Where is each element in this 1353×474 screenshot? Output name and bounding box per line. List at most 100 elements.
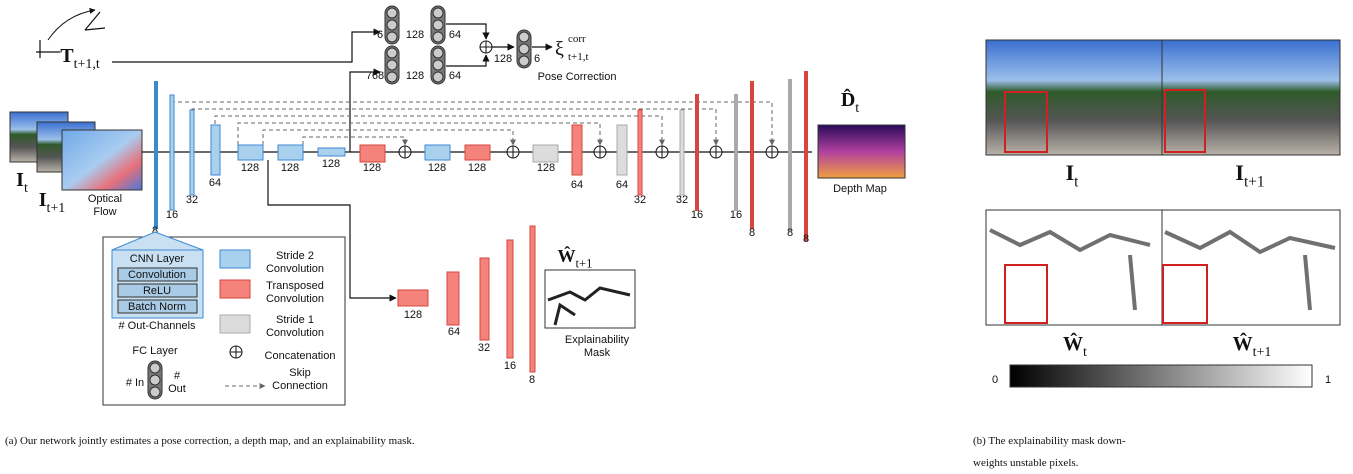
layer	[680, 110, 684, 195]
layer	[190, 110, 194, 195]
layer	[572, 125, 582, 175]
label: 8	[803, 233, 809, 245]
label: Explainability	[565, 334, 630, 346]
label: Batch Norm	[128, 301, 186, 313]
label: 128	[468, 162, 486, 174]
math-symbol: It+1	[39, 189, 66, 216]
layer	[425, 145, 450, 160]
caption: (b) The explainability mask down-	[973, 435, 1126, 447]
label: 768	[366, 70, 384, 82]
label: FC Layer	[132, 345, 178, 357]
label: 128	[537, 162, 555, 174]
photo	[986, 40, 1162, 155]
label: Convolution	[266, 327, 324, 339]
layer	[465, 145, 490, 160]
fc-neuron	[387, 20, 397, 30]
caption: (a) Our network jointly estimates a pose…	[5, 435, 415, 447]
label: 1	[1325, 374, 1331, 386]
label: 128	[404, 309, 422, 321]
layer	[360, 145, 385, 162]
symbol: I	[1066, 160, 1075, 185]
label: Stride 1	[276, 314, 314, 326]
mask-image	[545, 270, 635, 328]
layer	[155, 82, 157, 228]
symbol: Ŵ	[1233, 331, 1253, 355]
symbol: I	[39, 189, 47, 211]
fc-neuron	[433, 48, 443, 58]
label: Out	[168, 383, 186, 395]
fc-neuron	[387, 48, 397, 58]
label: 64	[449, 70, 461, 82]
label: 32	[478, 342, 490, 354]
math-symbol: Ŵt	[1063, 331, 1087, 360]
layer	[805, 72, 807, 240]
label: 8	[787, 227, 793, 239]
fc-neuron	[433, 20, 443, 30]
connector	[303, 137, 405, 145]
fc-neuron	[150, 387, 160, 397]
mask-image	[1162, 210, 1340, 325]
label: Transposed	[266, 280, 324, 292]
symbol: I	[1235, 160, 1244, 185]
layer	[318, 148, 345, 156]
symbol: ξ	[555, 38, 564, 60]
label: 16	[691, 209, 703, 221]
layer	[530, 226, 535, 372]
label: 128	[494, 53, 512, 65]
layer	[211, 125, 220, 175]
subscript: t+1,t	[74, 57, 100, 72]
fc-neuron	[387, 8, 397, 18]
label: 8	[529, 374, 535, 386]
superscript: corr	[568, 33, 586, 45]
math-symbol: Ŵt+1	[558, 245, 593, 270]
subscript: t+1	[1244, 174, 1265, 191]
connector	[192, 109, 716, 145]
symbol: I	[16, 169, 24, 191]
layer	[398, 290, 428, 306]
label: 32	[634, 194, 646, 206]
layer	[638, 110, 642, 195]
layer	[696, 95, 698, 210]
symbol: T	[60, 45, 74, 67]
subscript: t+1	[576, 256, 593, 270]
layer	[735, 95, 737, 210]
layer	[447, 272, 459, 325]
math-symbol: It	[16, 169, 28, 196]
layer	[617, 125, 627, 175]
label: Depth Map	[833, 183, 887, 195]
fc-neuron	[519, 32, 529, 42]
math-symbol: It+1	[1235, 160, 1264, 191]
label: Pose Correction	[538, 71, 617, 83]
fc-neuron	[150, 363, 160, 373]
subscript: t+1	[1253, 345, 1272, 360]
layer	[533, 145, 558, 162]
label: 8	[749, 227, 755, 239]
symbol: D̂	[841, 87, 855, 111]
label: #	[174, 370, 181, 382]
label: 128	[406, 29, 424, 41]
label: Convolution	[266, 263, 324, 275]
math-symbol: D̂t	[841, 87, 859, 116]
caption: weights unstable pixels.	[973, 457, 1079, 469]
label: Flow	[93, 206, 116, 218]
subscript: t+1	[47, 201, 66, 216]
label: 64	[449, 29, 461, 41]
subscript: t	[855, 101, 859, 116]
label: 64	[448, 326, 460, 338]
math-symbol: It	[1066, 160, 1080, 191]
layer	[507, 240, 513, 358]
label: Convolution	[128, 269, 186, 281]
label: 64	[571, 179, 583, 191]
label: Convolution	[266, 293, 324, 305]
connector	[112, 32, 380, 62]
label: 32	[186, 194, 198, 206]
subscript: t	[1083, 345, 1087, 360]
motion-arc	[48, 10, 95, 40]
label: # Out-Channels	[118, 320, 196, 332]
label: 0	[992, 374, 998, 386]
label: 6	[377, 29, 383, 41]
label: 16	[166, 209, 178, 221]
label: CNN Layer	[130, 253, 185, 265]
symbol: Ŵ	[558, 245, 576, 266]
label: ReLU	[143, 285, 171, 297]
